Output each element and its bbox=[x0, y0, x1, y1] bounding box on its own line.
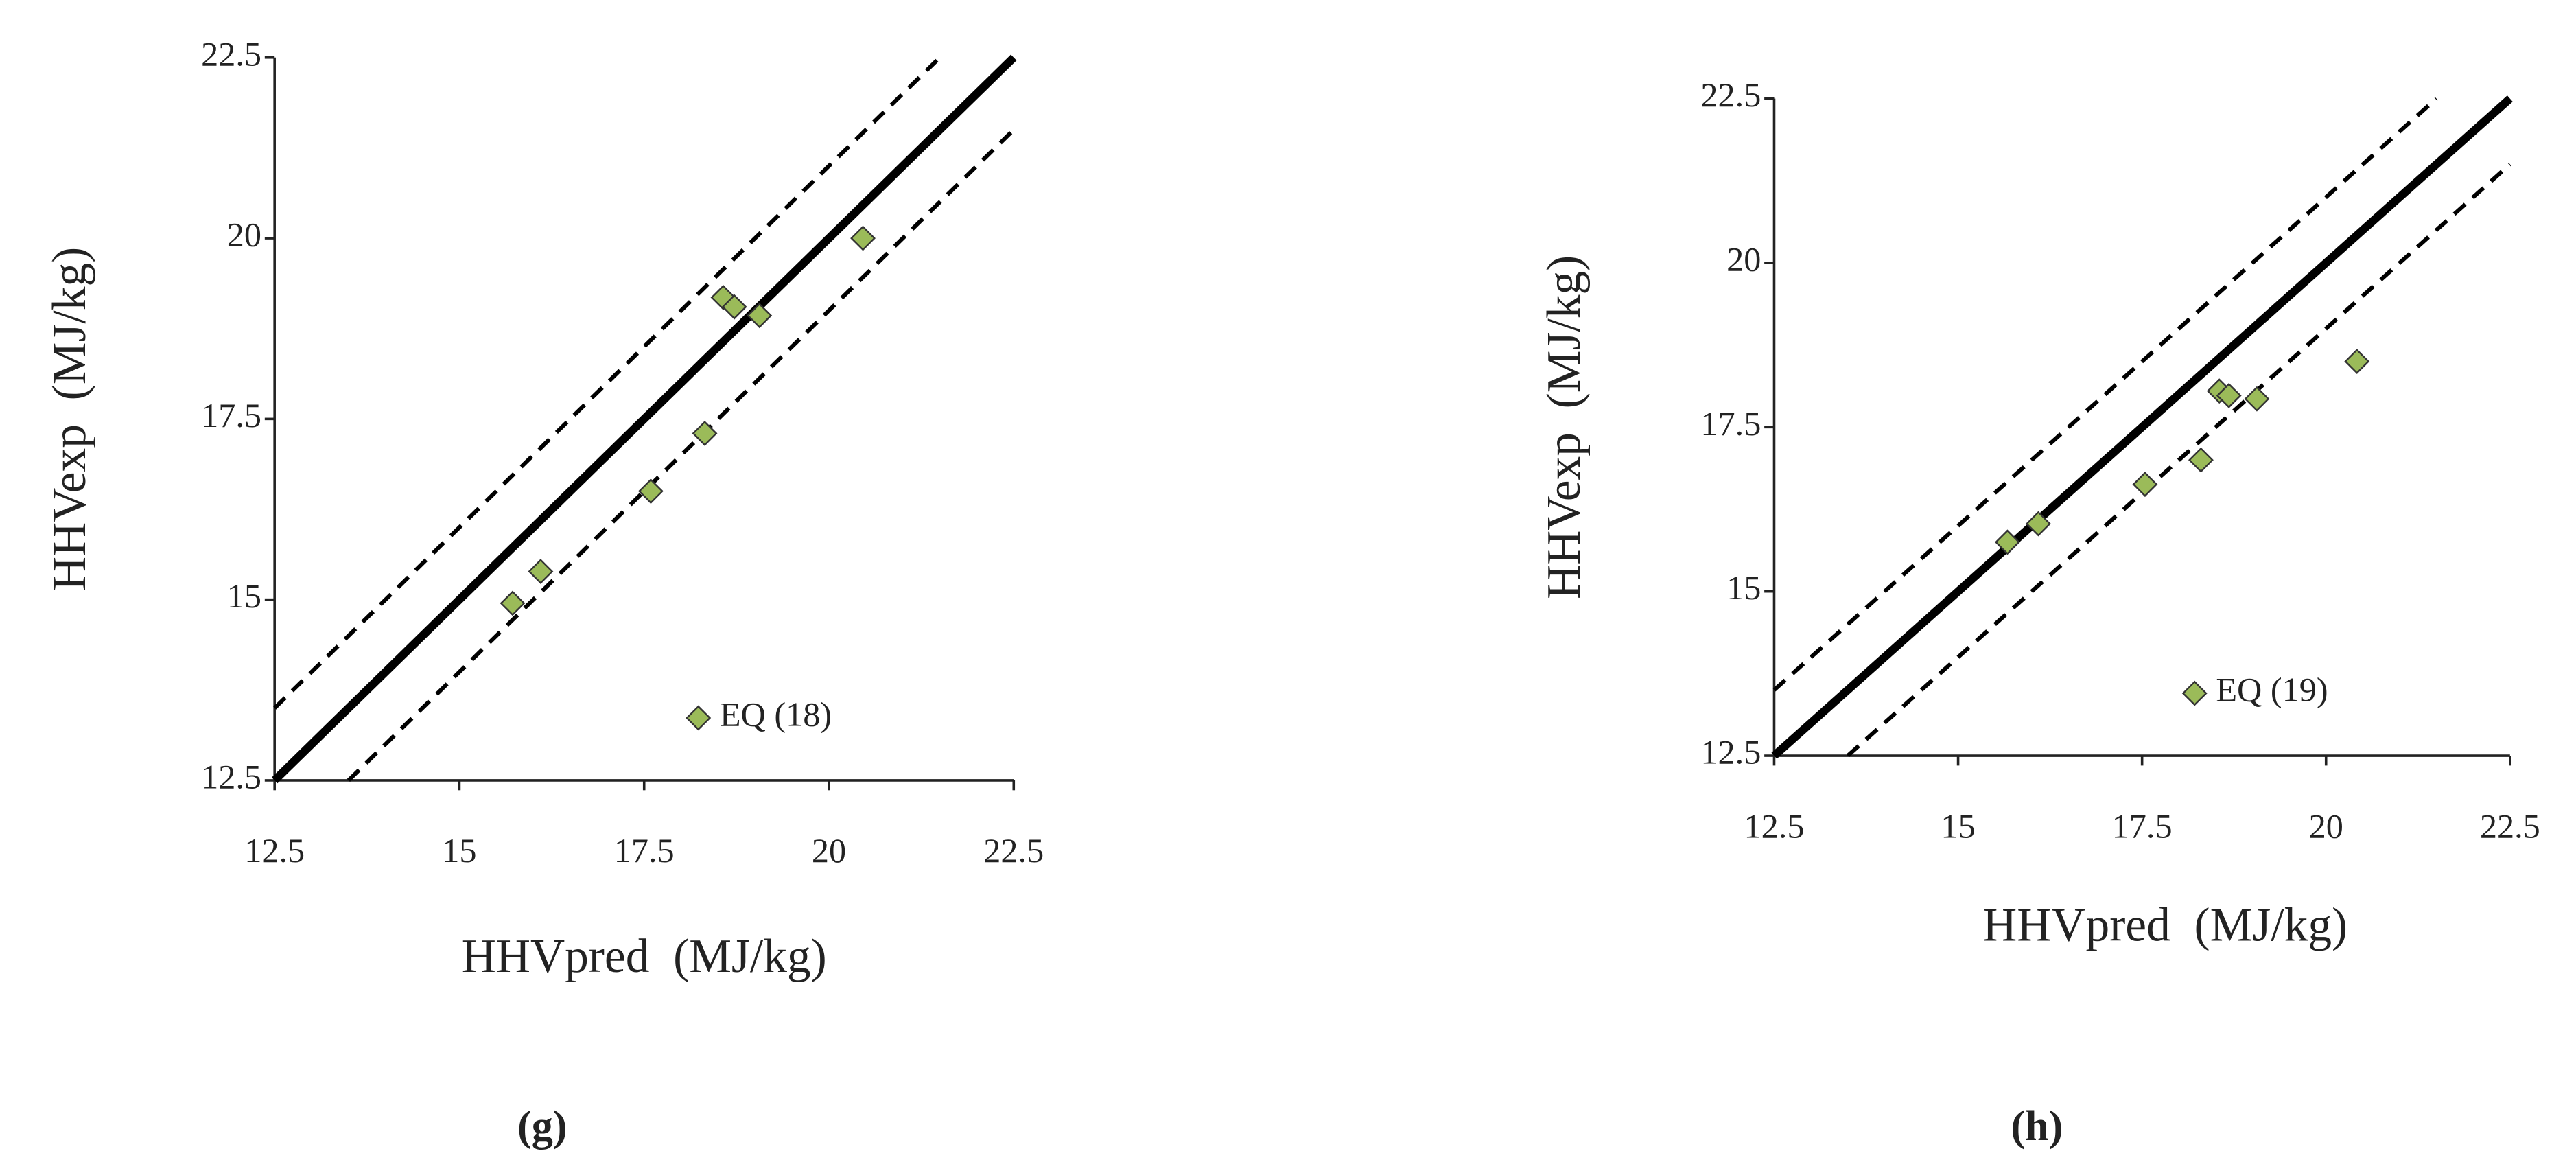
point bbox=[2188, 447, 2214, 473]
y-tick-label: 12.5 bbox=[1700, 733, 1761, 771]
x-axis-title: HHVpred (MJ/kg) bbox=[462, 930, 827, 983]
y-tick-label: 20 bbox=[1726, 240, 1761, 279]
x-tick-label: 12.5 bbox=[1744, 806, 1805, 845]
point bbox=[2244, 386, 2270, 412]
legend-label: EQ (18) bbox=[720, 695, 832, 734]
y-tick-label: 17.5 bbox=[201, 396, 261, 434]
y-tick-label: 15 bbox=[1726, 568, 1761, 607]
point bbox=[500, 590, 526, 616]
reference-line bbox=[1846, 163, 2511, 758]
point bbox=[637, 478, 664, 504]
y-axis-title: HHVexp (MJ/kg) bbox=[1538, 255, 1591, 599]
x-tick-label: 20 bbox=[812, 831, 846, 870]
x-tick-label: 22.5 bbox=[2480, 806, 2540, 845]
reference-line bbox=[271, 54, 1017, 784]
point bbox=[528, 559, 554, 585]
point bbox=[692, 420, 718, 446]
y-tick-label: 15 bbox=[227, 577, 261, 615]
reference-line bbox=[1772, 97, 2438, 692]
point bbox=[747, 303, 773, 329]
reference-line bbox=[347, 128, 1016, 782]
point bbox=[721, 294, 747, 320]
point bbox=[2216, 382, 2242, 408]
x-tick-label: 17.5 bbox=[2112, 806, 2173, 845]
point bbox=[1994, 529, 2020, 555]
x-tick-label: 15 bbox=[1941, 806, 1975, 845]
x-axis-title: HHVpred (MJ/kg) bbox=[1982, 899, 2347, 952]
y-tick-label: 17.5 bbox=[1700, 404, 1761, 443]
y-axis-title: HHVexp (MJ/kg) bbox=[43, 247, 96, 591]
x-tick-label: 17.5 bbox=[614, 831, 675, 870]
point bbox=[2132, 472, 2158, 498]
x-tick-label: 12.5 bbox=[244, 831, 305, 870]
point bbox=[2026, 511, 2051, 537]
caption: (h) bbox=[2011, 1103, 2063, 1150]
y-tick-label: 20 bbox=[227, 216, 261, 254]
legend-marker bbox=[2181, 680, 2208, 706]
point bbox=[850, 225, 876, 251]
legend-marker bbox=[686, 705, 712, 731]
point bbox=[2344, 349, 2370, 375]
caption: (g) bbox=[517, 1103, 567, 1150]
legend-label: EQ (19) bbox=[2216, 671, 2328, 709]
y-tick-label: 22.5 bbox=[201, 34, 261, 73]
y-tick-label: 22.5 bbox=[1700, 76, 1761, 114]
x-tick-label: 15 bbox=[442, 831, 476, 870]
reference-line bbox=[273, 56, 941, 710]
y-tick-label: 12.5 bbox=[201, 757, 261, 795]
x-tick-label: 22.5 bbox=[983, 831, 1044, 870]
x-tick-label: 20 bbox=[2309, 806, 2343, 845]
reference-line bbox=[1771, 95, 2513, 759]
